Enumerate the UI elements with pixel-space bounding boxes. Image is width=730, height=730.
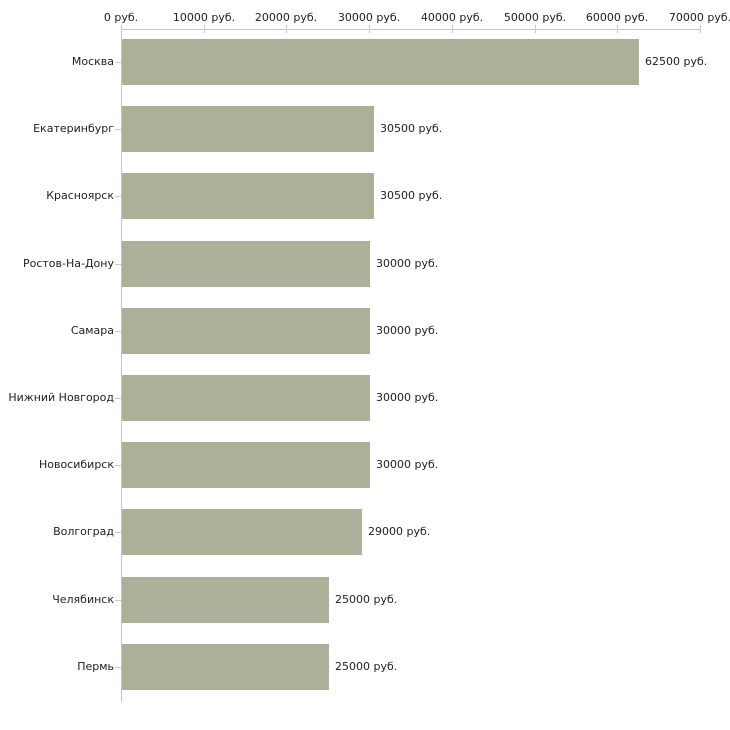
y-axis-category-label: Ростов-На-Дону (22, 257, 114, 270)
bar (122, 442, 370, 488)
bar (122, 241, 370, 287)
bar-value-label: 30500 руб. (380, 122, 443, 135)
bar (122, 577, 329, 623)
x-axis-tick-label: 0 руб. (103, 11, 139, 24)
bar-value-label: 30000 руб. (376, 324, 439, 337)
y-axis-category-label: Новосибирск (38, 458, 114, 471)
bar-value-label: 30500 руб. (380, 189, 443, 202)
y-axis-category-label: Пермь (77, 660, 114, 673)
y-axis-category-label: Екатеринбург (33, 122, 114, 135)
y-axis-tick-mark (115, 600, 121, 601)
y-axis-category-label: Москва (71, 55, 114, 68)
bar-value-label: 30000 руб. (376, 391, 439, 404)
y-axis-tick-mark (115, 465, 121, 466)
x-axis-tick-mark (617, 25, 618, 33)
y-axis-tick-mark (115, 264, 121, 265)
bar-value-label: 25000 руб. (335, 593, 398, 606)
x-axis-line (121, 29, 701, 30)
bar (122, 308, 370, 354)
bar (122, 509, 362, 555)
bar (122, 173, 374, 219)
bar (122, 39, 639, 85)
y-axis-line (121, 29, 122, 702)
y-axis-category-label: Красноярск (46, 189, 114, 202)
x-axis-tick-mark (535, 25, 536, 33)
y-axis-category-label: Челябинск (52, 593, 114, 606)
bar-value-label: 30000 руб. (376, 257, 439, 270)
bar-value-label: 29000 руб. (368, 525, 431, 538)
x-axis-tick-mark (452, 25, 453, 33)
y-axis-tick-mark (115, 532, 121, 533)
y-axis-tick-mark (115, 331, 121, 332)
bar-value-label: 30000 руб. (376, 458, 439, 471)
x-axis-tick-label: 30000 руб. (337, 11, 401, 24)
x-axis-tick-mark (369, 25, 370, 33)
bar-value-label: 62500 руб. (645, 55, 708, 68)
bar-value-label: 25000 руб. (335, 660, 398, 673)
y-axis-tick-mark (115, 398, 121, 399)
x-axis-tick-mark (286, 25, 287, 33)
x-axis-tick-label: 20000 руб. (254, 11, 318, 24)
y-axis-tick-mark (115, 667, 121, 668)
y-axis-category-label: Самара (70, 324, 114, 337)
x-axis-tick-mark (204, 25, 205, 33)
x-axis-tick-label: 10000 руб. (172, 11, 236, 24)
x-axis-tick-label: 50000 руб. (503, 11, 567, 24)
y-axis-tick-mark (115, 196, 121, 197)
bar (122, 375, 370, 421)
x-axis-tick-mark (121, 25, 122, 33)
x-axis-tick-mark (700, 25, 701, 33)
x-axis-tick-label: 70000 руб. (668, 11, 730, 24)
x-axis-tick-label: 60000 руб. (585, 11, 649, 24)
x-axis-tick-label: 40000 руб. (420, 11, 484, 24)
y-axis-category-label: Волгоград (53, 525, 114, 538)
y-axis-tick-mark (115, 129, 121, 130)
y-axis-category-label: Нижний Новгород (8, 391, 114, 404)
y-axis-tick-mark (115, 62, 121, 63)
bar (122, 106, 374, 152)
bar (122, 644, 329, 690)
